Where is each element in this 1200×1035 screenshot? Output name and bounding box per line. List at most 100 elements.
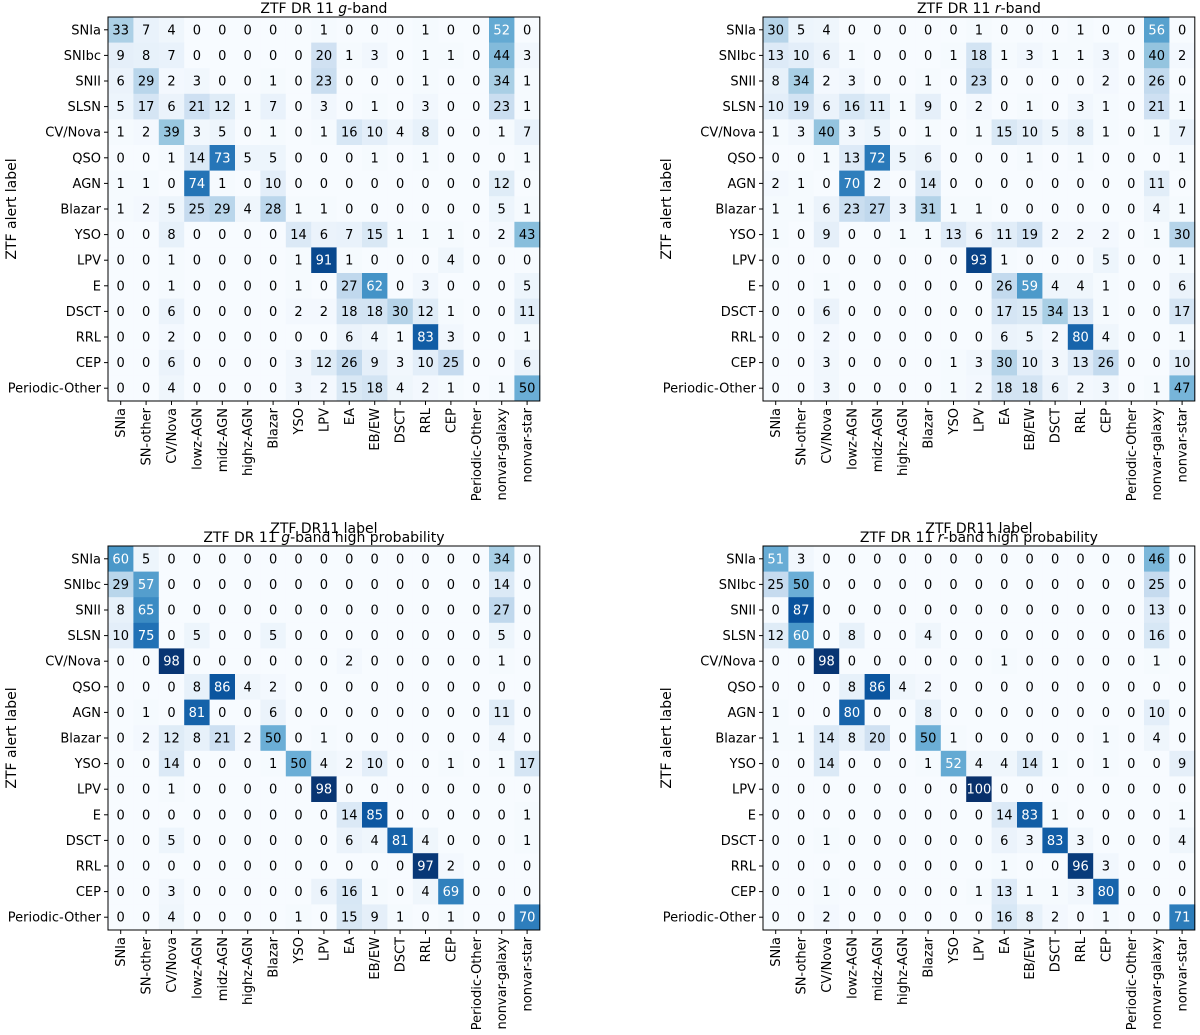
heatmap-cell: [260, 699, 287, 726]
heatmap-cell: [940, 674, 967, 700]
heatmap-cell: [514, 878, 541, 905]
heatmap-cell: [158, 776, 185, 803]
cell-value-label: 4: [822, 23, 830, 38]
cell-value-label: 0: [472, 100, 480, 115]
heatmap-cell: [1017, 375, 1043, 402]
heatmap-cell: [1067, 853, 1094, 880]
cell-value-label: 4: [1076, 279, 1084, 294]
y-tick-label: CV/Nova: [700, 655, 756, 670]
heatmap-cell: [1017, 571, 1043, 598]
cell-value-label: 0: [1051, 23, 1059, 38]
cell-value-label: 1: [949, 382, 957, 397]
heatmap-cell: [940, 247, 967, 274]
heatmap-cell: [915, 802, 942, 828]
heatmap-cell: [184, 699, 210, 726]
cell-value-label: 1: [1000, 254, 1008, 269]
heatmap-cell: [788, 42, 815, 69]
heatmap-cell: [1144, 119, 1170, 146]
cell-value-label: 0: [899, 834, 907, 849]
heatmap-cell: [1144, 145, 1170, 171]
cell-value-label: 0: [193, 757, 201, 772]
cell-value-label: 3: [797, 126, 805, 141]
heatmap-cell: [489, 878, 515, 905]
cell-value-label: 0: [1178, 75, 1186, 90]
cell-value-label: 0: [1127, 382, 1135, 397]
cell-value-label: 0: [1178, 706, 1186, 721]
heatmap-cell: [209, 170, 236, 197]
cell-value-label: 0: [320, 834, 328, 849]
cell-value-label: 0: [244, 604, 252, 619]
y-tick-label: RRL: [76, 860, 102, 875]
heatmap-cell: [788, 119, 815, 146]
heatmap-cell: [1067, 196, 1094, 223]
cell-value-label: 4: [371, 331, 379, 346]
cell-value-label: 0: [472, 382, 480, 397]
y-tick-label: E: [93, 808, 101, 823]
heatmap-cell: [890, 119, 916, 146]
cell-value-label: 0: [949, 126, 957, 141]
cell-value-label: 1: [1102, 911, 1110, 926]
heatmap-cell: [813, 597, 840, 624]
cell-value-label: 16: [844, 100, 861, 115]
heatmap-cell: [1118, 776, 1145, 803]
heatmap-cell: [864, 349, 891, 376]
cell-value-label: 0: [523, 629, 531, 644]
heatmap-cell: [864, 571, 891, 598]
heatmap-cell: [864, 145, 891, 171]
cell-value-label: 0: [797, 305, 805, 320]
cell-value-label: 0: [142, 305, 150, 320]
heatmap-cell: [387, 17, 414, 43]
y-tick-label: SNIa: [71, 552, 101, 567]
heatmap-cell: [1093, 622, 1119, 649]
heatmap-cell: [133, 878, 160, 905]
cell-value-label: 0: [193, 578, 201, 593]
cell-value-label: 3: [1026, 49, 1034, 64]
heatmap-cell: [1118, 221, 1145, 248]
heatmap-cell: [763, 170, 789, 197]
heatmap-cell: [387, 68, 414, 95]
heatmap-cell: [235, 878, 261, 905]
cell-value-label: 1: [396, 228, 404, 243]
cell-value-label: 0: [523, 680, 531, 695]
cell-value-label: 0: [472, 706, 480, 721]
heatmap-cell: [890, 776, 916, 803]
heatmap-cell: [1093, 170, 1119, 197]
heatmap-cell: [1118, 571, 1145, 598]
heatmap-cell: [991, 699, 1018, 726]
heatmap-cell: [788, 699, 815, 726]
heatmap-cell: [311, 145, 337, 171]
heatmap-cell: [915, 221, 942, 248]
heatmap-cell: [763, 93, 789, 120]
cell-value-label: 0: [447, 783, 455, 798]
cell-value-label: 2: [142, 732, 150, 747]
cell-value-label: 0: [294, 629, 302, 644]
y-tick-label: SNIbc: [64, 49, 101, 64]
cell-value-label: 1: [1178, 151, 1186, 166]
y-tick-label: E: [748, 808, 756, 823]
cell-value-label: 0: [899, 860, 907, 875]
x-tick-label: EA: [998, 408, 1013, 425]
heatmap-cell: [184, 273, 210, 299]
cell-value-label: 0: [269, 552, 277, 567]
cell-value-label: 0: [498, 783, 506, 798]
cell-value-label: 2: [142, 203, 150, 218]
cell-value-label: 3: [822, 382, 830, 397]
cell-value-label: 0: [345, 732, 353, 747]
heatmap-cell: [285, 42, 312, 69]
heatmap-cell: [489, 42, 515, 69]
heatmap-cell: [133, 571, 160, 598]
y-tick-label: RRL: [731, 860, 757, 875]
heatmap-cell: [336, 221, 363, 248]
cell-value-label: 2: [924, 680, 932, 695]
cell-value-label: 1: [269, 75, 277, 90]
cell-value-label: 0: [396, 680, 404, 695]
cell-value-label: 0: [1026, 706, 1034, 721]
heatmap-cell: [915, 827, 942, 854]
cell-value-label: 3: [1102, 382, 1110, 397]
cell-value-label: 0: [1153, 356, 1161, 371]
x-tick-label: SN-other: [795, 407, 810, 465]
heatmap-cell: [336, 674, 363, 700]
cell-value-label: 5: [117, 100, 125, 115]
heatmap-cell: [890, 349, 916, 376]
heatmap-cell: [463, 853, 490, 880]
